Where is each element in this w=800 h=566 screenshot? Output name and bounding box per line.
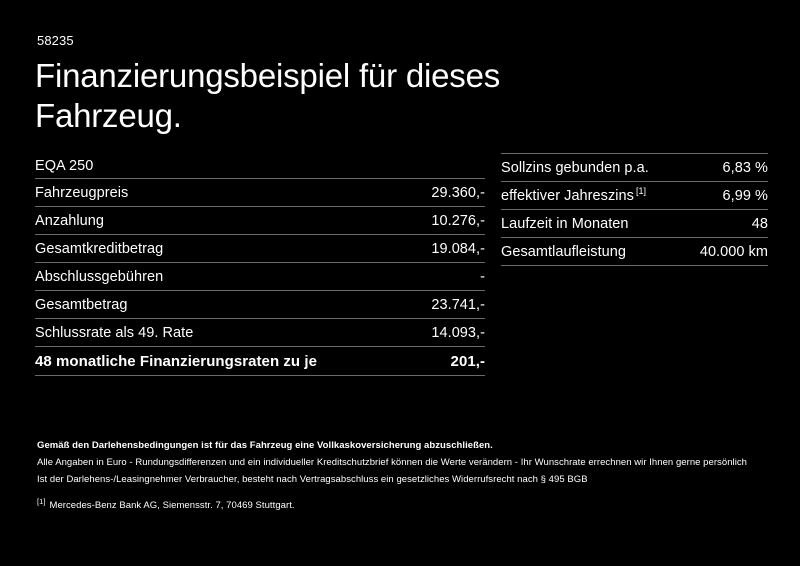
- table-row-total: 48 monatliche Finanzierungsraten zu je 2…: [35, 346, 485, 376]
- total-value: 201,-: [260, 346, 485, 376]
- row-value: 40.000 km: [634, 237, 768, 266]
- table-row: Gesamtlaufleistung 40.000 km: [501, 237, 768, 266]
- row-label-text: Sollzins gebunden p.a.: [501, 159, 649, 176]
- row-label: Gesamtlaufleistung: [501, 237, 635, 266]
- row-value: 14.093,-: [260, 318, 485, 347]
- footer-footnote: [1] Mercedes-Benz Bank AG, Siemensstr. 7,…: [37, 498, 767, 513]
- table-row: Gesamtkreditbetrag 19.084,-: [35, 234, 485, 263]
- model-name: EQA 250: [35, 153, 485, 179]
- row-label: Fahrzeugpreis: [35, 178, 260, 207]
- table-row: Anzahlung 10.276,-: [35, 206, 485, 235]
- row-value: 19.084,-: [260, 234, 485, 263]
- table-row: Schlussrate als 49. Rate 14.093,-: [35, 318, 485, 347]
- row-label-text: Gesamtlaufleistung: [501, 243, 627, 260]
- table-row: effektiver Jahreszins [1] 6,99 %: [501, 181, 768, 210]
- row-value: 29.360,-: [260, 178, 485, 207]
- row-value: 10.276,-: [260, 206, 485, 235]
- row-value: 48: [634, 209, 768, 238]
- finance-table: EQA 250 Fahrzeugpreis 29.360,- Anzahlung…: [35, 153, 485, 376]
- row-label: Anzahlung: [35, 206, 260, 235]
- row-value: 6,99 %: [634, 181, 768, 210]
- footer-insurance-note: Gemäß den Darlehensbedingungen ist für d…: [37, 440, 493, 451]
- row-label-text: effektiver Jahreszins: [501, 187, 634, 204]
- table-row: Abschlussgebühren -: [35, 262, 485, 291]
- footer-disclaimer-line-1: Alle Angaben in Euro - Rundungsdifferenz…: [37, 457, 747, 468]
- footnote-marker: [1]: [635, 185, 647, 196]
- table-row: Gesamtbetrag 23.741,-: [35, 290, 485, 319]
- document-id: 58235: [37, 33, 74, 48]
- terms-table: Sollzins gebunden p.a. 6,83 % effektiver…: [501, 153, 768, 266]
- row-label: Laufzeit in Monaten: [501, 209, 635, 238]
- row-label: Abschlussgebühren: [35, 262, 260, 291]
- total-label: 48 monatliche Finanzierungsraten zu je: [35, 346, 317, 376]
- table-row: Sollzins gebunden p.a. 6,83 %: [501, 153, 768, 182]
- row-value: 23.741,-: [260, 290, 485, 319]
- row-label: Schlussrate als 49. Rate: [35, 318, 260, 347]
- row-label: Sollzins gebunden p.a.: [501, 153, 649, 182]
- footnote-marker: [1]: [37, 496, 46, 506]
- row-value: -: [260, 262, 485, 291]
- page-title: Finanzierungsbeispiel für dieses Fahrzeu…: [35, 57, 501, 134]
- row-label-text: Laufzeit in Monaten: [501, 215, 629, 232]
- footnote-text: Mercedes-Benz Bank AG, Siemensstr. 7, 70…: [49, 500, 295, 511]
- footer-disclaimer-line-2: Ist der Darlehens-/Leasingnehmer Verbrau…: [37, 474, 588, 485]
- row-value: 6,83 %: [634, 153, 768, 182]
- table-row: Fahrzeugpreis 29.360,-: [35, 178, 485, 207]
- row-label: Gesamtkreditbetrag: [35, 234, 260, 263]
- table-row: Laufzeit in Monaten 48: [501, 209, 768, 238]
- footer: Gemäß den Darlehensbedingungen ist für d…: [37, 437, 767, 513]
- row-label: effektiver Jahreszins [1]: [501, 181, 646, 210]
- table-row-model: EQA 250: [35, 153, 485, 179]
- row-label: Gesamtbetrag: [35, 290, 260, 319]
